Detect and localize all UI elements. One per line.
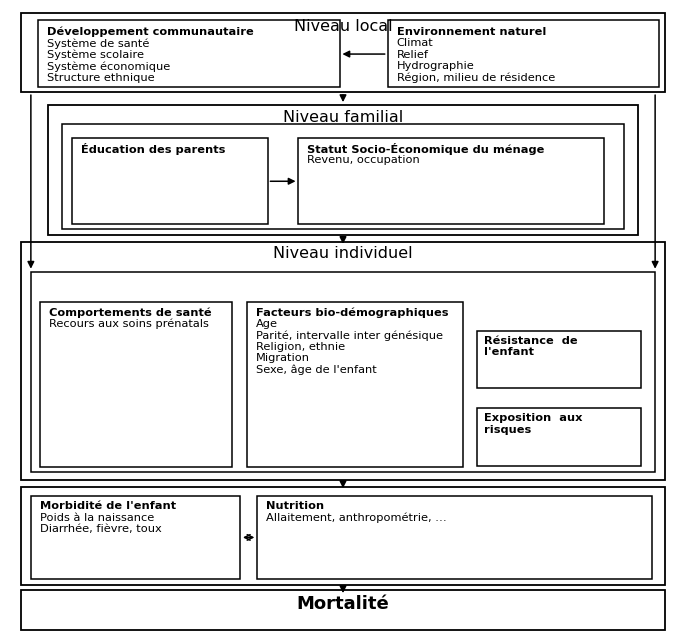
Text: Relief: Relief [397, 50, 429, 60]
Text: Niveau local: Niveau local [294, 19, 392, 34]
FancyBboxPatch shape [40, 302, 232, 467]
Text: Poids à la naissance: Poids à la naissance [40, 513, 154, 523]
FancyBboxPatch shape [247, 302, 463, 467]
Text: Niveau individuel: Niveau individuel [273, 246, 413, 261]
Text: Sexe, âge de l'enfant: Sexe, âge de l'enfant [256, 364, 377, 375]
Text: Résistance  de: Résistance de [484, 336, 577, 346]
FancyBboxPatch shape [31, 496, 240, 579]
FancyBboxPatch shape [257, 496, 652, 579]
Text: l'enfant: l'enfant [484, 347, 534, 357]
Text: Comportements de santé: Comportements de santé [49, 307, 211, 318]
FancyBboxPatch shape [48, 105, 638, 235]
FancyBboxPatch shape [21, 487, 665, 585]
Text: Système de santé: Système de santé [47, 38, 149, 49]
FancyBboxPatch shape [477, 408, 641, 466]
FancyBboxPatch shape [62, 124, 624, 229]
Text: Climat: Climat [397, 38, 434, 48]
Text: risques: risques [484, 425, 531, 435]
Text: Développement communautaire: Développement communautaire [47, 27, 253, 38]
Text: Environnement naturel: Environnement naturel [397, 27, 546, 37]
Text: Morbidité de l'enfant: Morbidité de l'enfant [40, 501, 176, 511]
Text: Diarrhée, fièvre, toux: Diarrhée, fièvre, toux [40, 524, 161, 534]
Text: Religion, ethnie: Religion, ethnie [256, 342, 345, 352]
FancyBboxPatch shape [21, 13, 665, 92]
Text: Éducation des parents: Éducation des parents [81, 143, 225, 155]
Text: Revenu, occupation: Revenu, occupation [307, 155, 420, 165]
Text: Allaitement, anthropométrie, …: Allaitement, anthropométrie, … [266, 513, 447, 523]
FancyBboxPatch shape [298, 138, 604, 224]
Text: Niveau familial: Niveau familial [283, 110, 403, 125]
FancyBboxPatch shape [38, 20, 340, 87]
Text: Nutrition: Nutrition [266, 501, 324, 511]
FancyBboxPatch shape [388, 20, 659, 87]
FancyBboxPatch shape [21, 590, 665, 630]
Text: Exposition  aux: Exposition aux [484, 413, 582, 424]
Text: Mortalité: Mortalité [296, 595, 390, 612]
FancyBboxPatch shape [21, 242, 665, 480]
Text: Hydrographie: Hydrographie [397, 61, 474, 71]
Text: Système économique: Système économique [47, 61, 170, 72]
FancyBboxPatch shape [31, 272, 655, 472]
FancyBboxPatch shape [477, 331, 641, 388]
Text: Système scolaire: Système scolaire [47, 50, 143, 60]
Text: Parité, intervalle inter génésique: Parité, intervalle inter génésique [256, 330, 443, 341]
FancyBboxPatch shape [72, 138, 268, 224]
Text: Age: Age [256, 319, 278, 329]
Text: Recours aux soins prénatals: Recours aux soins prénatals [49, 319, 209, 329]
Text: Facteurs bio-démographiques: Facteurs bio-démographiques [256, 307, 449, 318]
Text: Migration: Migration [256, 353, 310, 363]
Text: Région, milieu de résidence: Région, milieu de résidence [397, 73, 555, 83]
Text: Statut Socio-Économique du ménage: Statut Socio-Économique du ménage [307, 143, 545, 155]
Text: Structure ethnique: Structure ethnique [47, 73, 154, 83]
